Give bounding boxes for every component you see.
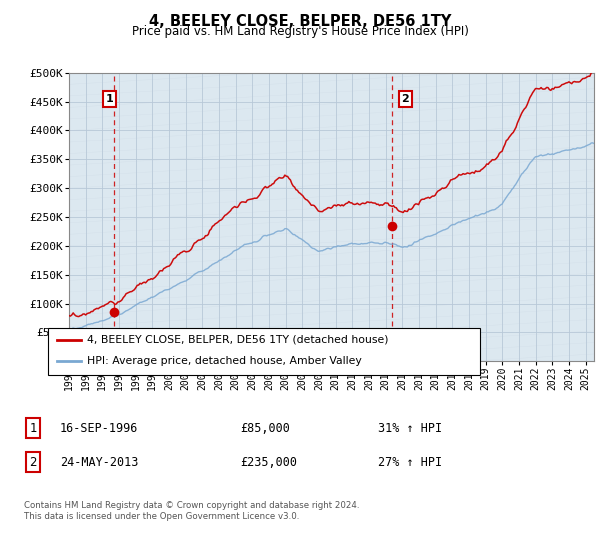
Text: 4, BEELEY CLOSE, BELPER, DE56 1TY: 4, BEELEY CLOSE, BELPER, DE56 1TY <box>149 14 451 29</box>
Text: 2: 2 <box>29 455 37 469</box>
Text: Contains HM Land Registry data © Crown copyright and database right 2024.
This d: Contains HM Land Registry data © Crown c… <box>24 501 359 521</box>
Text: 4, BEELEY CLOSE, BELPER, DE56 1TY (detached house): 4, BEELEY CLOSE, BELPER, DE56 1TY (detac… <box>87 335 389 345</box>
Text: 16-SEP-1996: 16-SEP-1996 <box>60 422 139 435</box>
Text: HPI: Average price, detached house, Amber Valley: HPI: Average price, detached house, Ambe… <box>87 356 362 366</box>
Text: 24-MAY-2013: 24-MAY-2013 <box>60 455 139 469</box>
Text: 27% ↑ HPI: 27% ↑ HPI <box>378 455 442 469</box>
Text: £235,000: £235,000 <box>240 455 297 469</box>
Text: 2: 2 <box>401 94 409 104</box>
Text: £85,000: £85,000 <box>240 422 290 435</box>
Text: 1: 1 <box>29 422 37 435</box>
Text: 1: 1 <box>105 94 113 104</box>
Text: 31% ↑ HPI: 31% ↑ HPI <box>378 422 442 435</box>
Text: Price paid vs. HM Land Registry's House Price Index (HPI): Price paid vs. HM Land Registry's House … <box>131 25 469 38</box>
